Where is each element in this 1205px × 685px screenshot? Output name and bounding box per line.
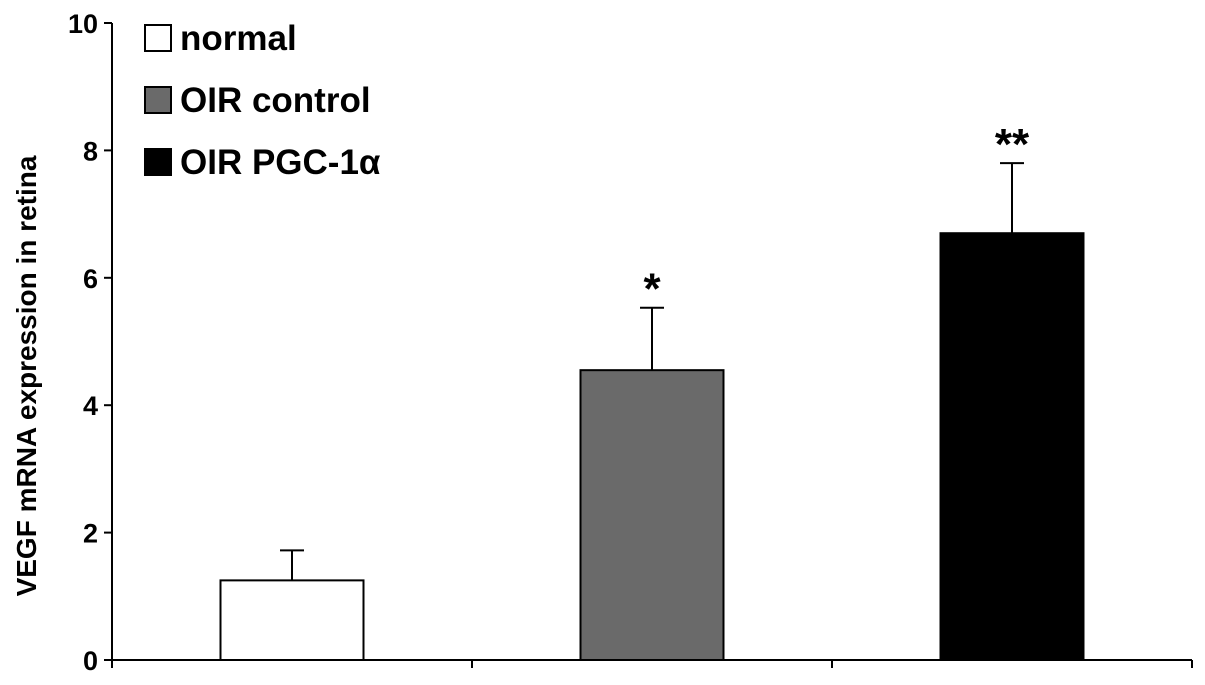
legend-label-0: normal	[180, 19, 297, 58]
legend-swatch-2	[144, 148, 172, 176]
bar-2	[939, 232, 1085, 662]
legend-label-2: OIR PGC-1α	[180, 143, 381, 182]
y-tick-label: 6	[83, 264, 98, 294]
legend-swatch-0	[144, 24, 172, 52]
legend-label-1: OIR control	[180, 81, 371, 120]
y-tick-label: 10	[68, 9, 98, 39]
error-bars	[280, 162, 1024, 581]
significance-label-1: *	[643, 265, 661, 314]
bar-0	[219, 579, 365, 661]
y-axis-label: VEGF mRNA expression in retina	[11, 155, 42, 596]
y-tick-label: 0	[83, 646, 98, 676]
y-tick-label: 4	[83, 391, 98, 421]
significance-annotations: ***	[643, 120, 1030, 314]
y-tick-label: 2	[83, 519, 98, 549]
legend: normal OIR control OIR PGC-1α	[144, 19, 381, 182]
legend-swatch-1	[144, 86, 172, 114]
bars	[219, 232, 1085, 662]
significance-label-2: **	[995, 120, 1030, 169]
bar-1	[579, 369, 725, 661]
y-tick-label: 8	[83, 136, 98, 166]
